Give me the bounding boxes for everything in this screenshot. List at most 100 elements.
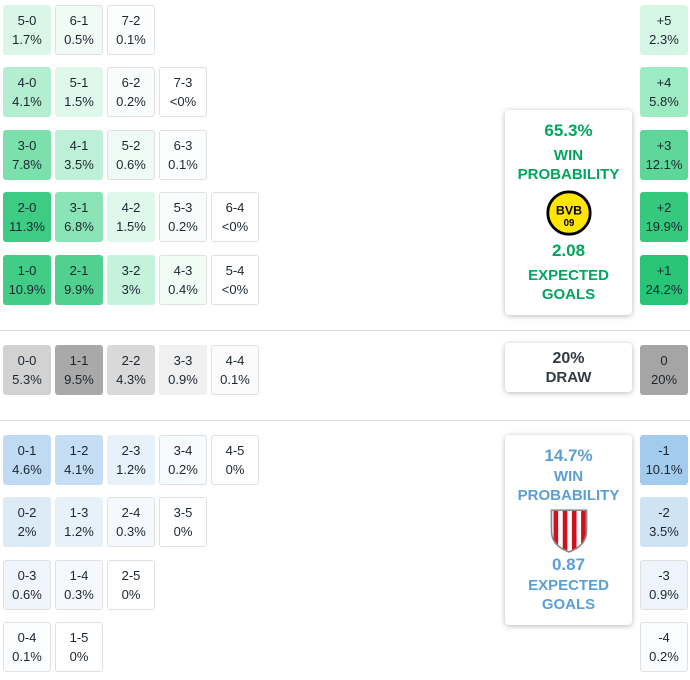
bvb-crest-text-bottom: 09 (563, 217, 574, 228)
away-goals-label-line2: GOALS (541, 596, 596, 613)
draw-score-cell: 3-3 0.9% (159, 345, 207, 395)
score-label: 3-3 (173, 353, 193, 368)
away-score-cell: 1-5 0% (55, 622, 103, 672)
score-label: 4-3 (173, 263, 193, 278)
away-score-cell: 1-2 4.1% (55, 435, 103, 485)
probability-label: 24.2% (645, 282, 683, 297)
probability-label: 0.6% (116, 157, 146, 172)
probability-label: 4.1% (64, 462, 94, 477)
probability-label: 20% (650, 372, 678, 387)
score-label: 3-0 (17, 138, 37, 153)
goal-margin-cell: +1 24.2% (640, 255, 688, 305)
score-label: 1-0 (17, 263, 37, 278)
probability-label: 0.1% (168, 157, 198, 172)
goal-margin-cell: +5 2.3% (640, 5, 688, 55)
probability-label: 0.2% (168, 462, 198, 477)
score-label: 5-3 (173, 200, 193, 215)
borussia-dortmund-crest: BVB 09 (545, 189, 592, 236)
score-label: 1-3 (69, 505, 89, 520)
probability-label: <0% (169, 94, 197, 109)
away-score-cell: 0-1 4.6% (3, 435, 51, 485)
score-label: 3-2 (121, 263, 141, 278)
probability-label: 0.1% (116, 32, 146, 47)
score-label: +1 (656, 263, 672, 278)
probability-label: 0.3% (116, 524, 146, 539)
home-score-cell: 7-3 <0% (159, 67, 207, 117)
score-label: 0-4 (17, 630, 37, 645)
score-label: 1-4 (69, 568, 89, 583)
home-score-cell: 5-2 0.6% (107, 130, 155, 180)
probability-label: 0% (173, 524, 193, 539)
probability-label: 4.1% (12, 94, 42, 109)
probability-label: 9.5% (64, 372, 94, 387)
home-score-cell: 5-4 <0% (211, 255, 259, 305)
probability-label: 0% (225, 462, 245, 477)
probability-label: 0% (121, 587, 141, 602)
probability-label: 1.7% (12, 32, 42, 47)
home-score-cell: 4-2 1.5% (107, 192, 155, 242)
probability-label: 0.3% (64, 587, 94, 602)
home-score-cell: 4-3 0.4% (159, 255, 207, 305)
probability-label: 5.3% (12, 372, 42, 387)
home-win-label-line2: PROBABILITY (517, 166, 620, 184)
probability-label: 4.3% (116, 372, 146, 387)
score-label: 5-4 (225, 263, 245, 278)
score-label: 2-2 (121, 353, 141, 368)
home-score-cell: 2-1 9.9% (55, 255, 103, 305)
bvb-crest-text-top: BVB (555, 203, 581, 217)
score-label: +3 (656, 138, 672, 153)
home-score-cell: 7-2 0.1% (107, 5, 155, 55)
goal-margin-cell: -1 10.1% (640, 435, 688, 485)
home-win-panel: 65.3% WIN PROBABILITY BVB 09 2.08 EXPECT… (505, 110, 632, 315)
score-label: -4 (658, 630, 670, 645)
athletic-bilbao-crest (550, 509, 587, 553)
score-label: 3-4 (173, 443, 193, 458)
score-label: -1 (658, 443, 670, 458)
probability-label: 1.5% (64, 94, 94, 109)
score-label: 1-2 (69, 443, 89, 458)
score-label: 2-0 (17, 200, 37, 215)
probability-label: 1.5% (116, 219, 146, 234)
away-score-cell: 1-4 0.3% (55, 560, 103, 610)
goal-margin-cell: +4 5.8% (640, 67, 688, 117)
score-label: 0-2 (17, 505, 37, 520)
score-label: 6-3 (173, 138, 193, 153)
score-label: 2-3 (121, 443, 141, 458)
probability-label: 0.6% (12, 587, 42, 602)
probability-label: 2.3% (649, 32, 679, 47)
home-win-probability-value: 65.3% (544, 121, 593, 140)
score-label: 1-1 (69, 353, 89, 368)
score-label: 0 (660, 353, 668, 368)
probability-label: 10.1% (645, 462, 683, 477)
home-win-probability-label: WIN PROBABILITY (518, 146, 620, 184)
probability-label: <0% (221, 219, 249, 234)
draw-away-divider (0, 420, 690, 421)
score-label: 5-2 (121, 138, 141, 153)
goal-margin-cell: +3 12.1% (640, 130, 688, 180)
probability-label: 0.9% (649, 587, 679, 602)
away-win-panel: 14.7% WIN PROBABILITY 0.87 EXPECTED GOAL (505, 435, 632, 625)
probability-label: 4.6% (12, 462, 42, 477)
probability-label: 7.8% (12, 157, 42, 172)
away-score-cell: 2-3 1.2% (107, 435, 155, 485)
goal-margin-cell: -3 0.9% (640, 560, 688, 610)
draw-score-cell: 1-1 9.5% (55, 345, 103, 395)
draw-score-cell: 0-0 5.3% (3, 345, 51, 395)
score-label: 6-2 (121, 75, 141, 90)
bvb-crest-circle (545, 189, 592, 236)
score-label: 1-5 (69, 630, 89, 645)
goal-margin-cell: -2 3.5% (640, 497, 688, 547)
home-score-cell: 4-1 3.5% (55, 130, 103, 180)
home-score-cell: 5-3 0.2% (159, 192, 207, 242)
probability-label: 12.1% (645, 157, 683, 172)
score-label: 6-4 (225, 200, 245, 215)
home-score-cell: 5-0 1.7% (3, 5, 51, 55)
score-label: 2-4 (121, 505, 141, 520)
home-expected-goals-label: EXPECTED GOALS (528, 266, 609, 304)
score-label: 5-0 (17, 13, 37, 28)
score-label: 2-1 (69, 263, 89, 278)
score-label: +4 (656, 75, 672, 90)
probability-label: 0.5% (64, 32, 94, 47)
draw-score-cell: 4-4 0.1% (211, 345, 259, 395)
